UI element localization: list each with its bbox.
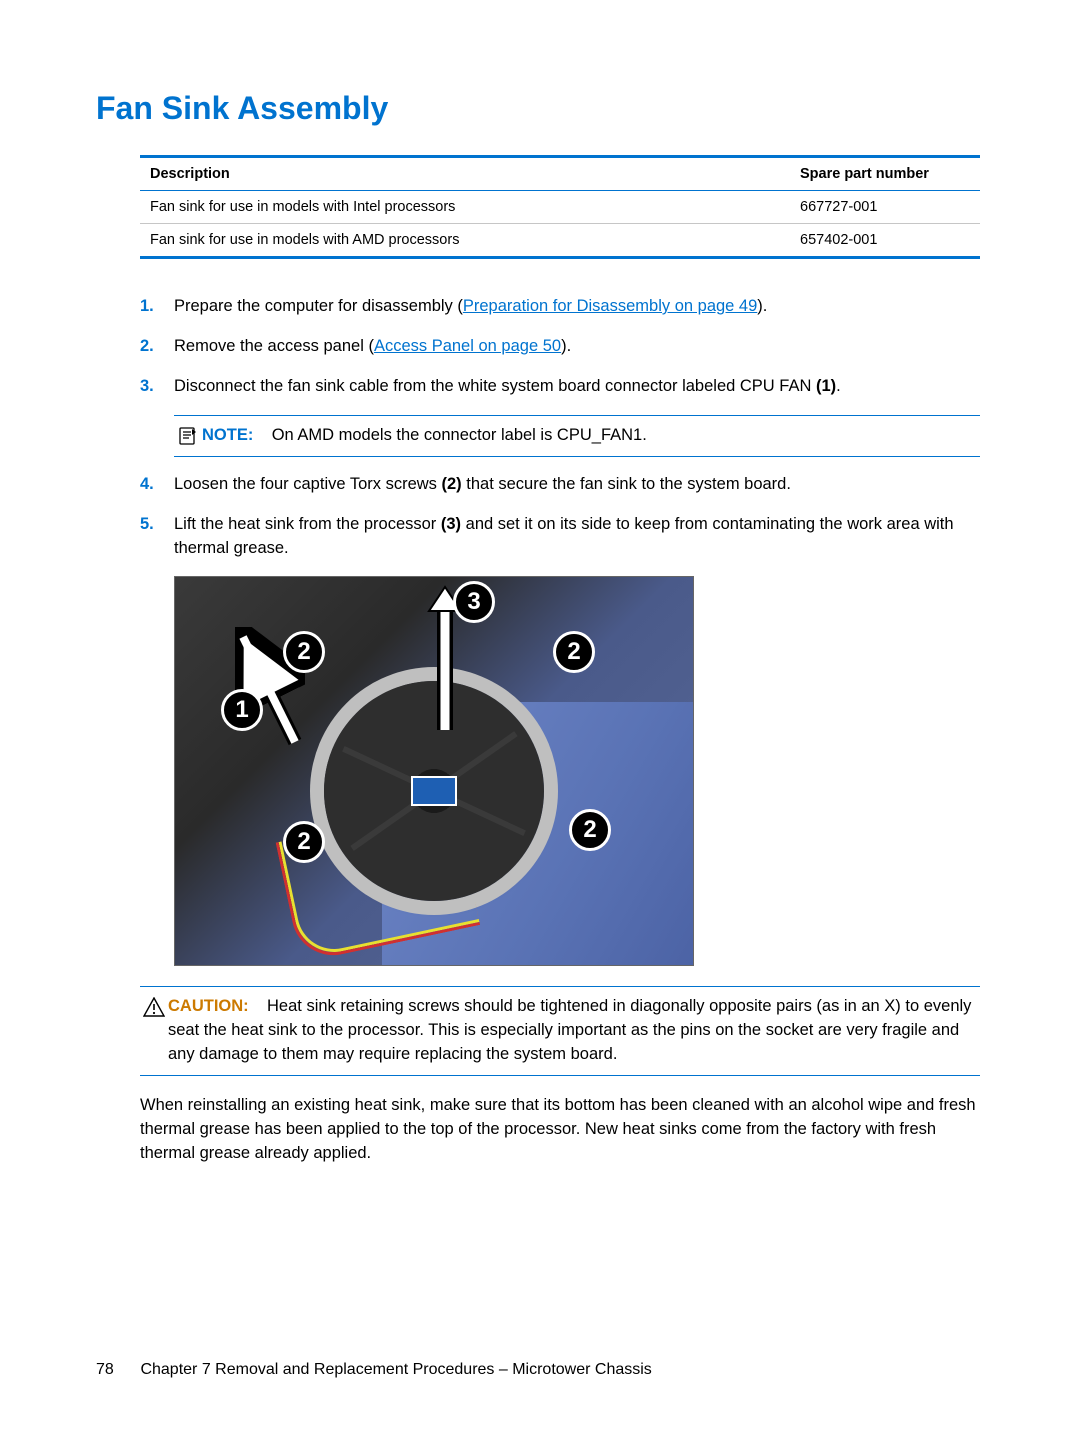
- table-row: Fan sink for use in models with AMD proc…: [140, 224, 980, 258]
- col-spare-part-number: Spare part number: [790, 157, 980, 191]
- cell-description: Fan sink for use in models with AMD proc…: [140, 224, 790, 258]
- cell-spn: 667727-001: [790, 191, 980, 224]
- document-page: Fan Sink Assembly Description Spare part…: [0, 0, 1080, 1437]
- spare-parts-table: Description Spare part number Fan sink f…: [140, 155, 980, 259]
- note-body: On AMD models the connector label is CPU…: [272, 426, 647, 444]
- step-text: .: [836, 377, 841, 395]
- note-label: NOTE:: [202, 426, 253, 444]
- callout-ref: (2): [442, 475, 462, 493]
- figure-callout-2: 2: [283, 631, 325, 673]
- step-text: Loosen the four captive Torx screws: [174, 475, 442, 493]
- closing-paragraph: When reinstalling an existing heat sink,…: [140, 1094, 980, 1166]
- caution-text: CAUTION: Heat sink retaining screws shou…: [168, 995, 980, 1067]
- procedure-list: 1. Prepare the computer for disassembly …: [140, 295, 980, 1076]
- step-text: Disconnect the fan sink cable from the w…: [174, 377, 816, 395]
- step-body: Remove the access panel (Access Panel on…: [174, 335, 980, 359]
- xref-link[interactable]: Access Panel on page 50: [374, 337, 561, 355]
- step-number: 4.: [140, 473, 174, 497]
- step-number: 2.: [140, 335, 174, 359]
- step-number: 1.: [140, 295, 174, 319]
- step-4: 4. Loosen the four captive Torx screws (…: [140, 473, 980, 497]
- step-body: Loosen the four captive Torx screws (2) …: [174, 473, 980, 497]
- cell-spn: 657402-001: [790, 224, 980, 258]
- caution-body: Heat sink retaining screws should be tig…: [168, 997, 971, 1063]
- step-number: 3.: [140, 375, 174, 399]
- table-header-row: Description Spare part number: [140, 157, 980, 191]
- xref-link[interactable]: Preparation for Disassembly on page 49: [463, 297, 757, 315]
- page-footer: 78 Chapter 7 Removal and Replacement Pro…: [96, 1361, 652, 1379]
- caution-label: CAUTION:: [168, 997, 249, 1015]
- step-3: 3. Disconnect the fan sink cable from th…: [140, 375, 980, 399]
- step-text: that secure the fan sink to the system b…: [462, 475, 791, 493]
- section-heading: Fan Sink Assembly: [96, 90, 984, 127]
- cell-description: Fan sink for use in models with Intel pr…: [140, 191, 790, 224]
- col-description: Description: [140, 157, 790, 191]
- callout-ref: (1): [816, 377, 836, 395]
- step-body: Disconnect the fan sink cable from the w…: [174, 375, 980, 399]
- step-text: ).: [561, 337, 571, 355]
- note-icon: [174, 424, 202, 446]
- step-number: 5.: [140, 513, 174, 561]
- assembly-photo: 1 2 2 2 2 3: [174, 576, 694, 966]
- step-5: 5. Lift the heat sink from the processor…: [140, 513, 980, 561]
- step-text: Lift the heat sink from the processor: [174, 515, 441, 533]
- caution-callout: CAUTION: Heat sink retaining screws shou…: [140, 986, 980, 1076]
- note-callout: NOTE: On AMD models the connector label …: [174, 415, 980, 457]
- note-text: NOTE: On AMD models the connector label …: [202, 424, 980, 448]
- caution-icon: [140, 995, 168, 1017]
- step-1: 1. Prepare the computer for disassembly …: [140, 295, 980, 319]
- step-body: Prepare the computer for disassembly (Pr…: [174, 295, 980, 319]
- figure-callout-2: 2: [553, 631, 595, 673]
- step-body: Lift the heat sink from the processor (3…: [174, 513, 980, 561]
- step-text: Remove the access panel (: [174, 337, 374, 355]
- table-row: Fan sink for use in models with Intel pr…: [140, 191, 980, 224]
- step-2: 2. Remove the access panel (Access Panel…: [140, 335, 980, 359]
- figure-callout-3: 3: [453, 581, 495, 623]
- page-number: 78: [96, 1361, 136, 1379]
- step-text: ).: [757, 297, 767, 315]
- callout-ref: (3): [441, 515, 461, 533]
- chapter-title: Chapter 7 Removal and Replacement Proced…: [140, 1361, 651, 1378]
- step-text: Prepare the computer for disassembly (: [174, 297, 463, 315]
